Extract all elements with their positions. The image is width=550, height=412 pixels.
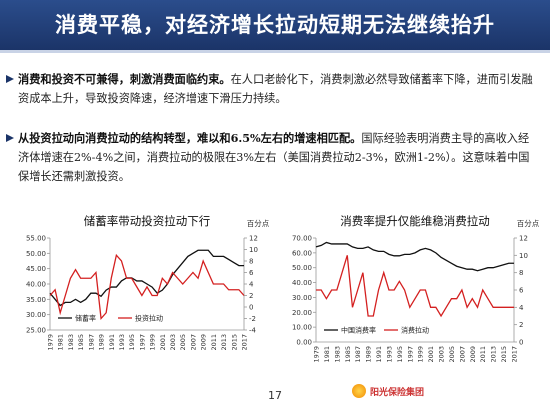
y2-axis-label: 百分点 <box>247 219 270 228</box>
y-tick-label: 70.00 <box>292 235 312 243</box>
logo-icon <box>352 384 366 398</box>
page-number: 17 <box>268 389 282 402</box>
x-tick-label: 1995 <box>128 334 136 351</box>
x-tick-label: 1981 <box>323 346 331 363</box>
y2-tick-label: 8 <box>249 258 253 266</box>
x-tick-label: 1987 <box>354 346 362 363</box>
x-tick-label: 2015 <box>230 334 238 351</box>
y-tick-label: 55.00 <box>26 235 46 243</box>
x-tick-label: 2017 <box>511 346 519 363</box>
legend-label: 中国消费率 <box>341 326 376 335</box>
legend-label: 消费拉动 <box>401 326 429 335</box>
bullet-text: 在人口老龄化下，消费刺激必然导致储蓄率下降，进而引发融资成本上升，导致投资降速，… <box>18 73 533 105</box>
y2-tick-label: 2 <box>249 292 253 300</box>
x-tick-label: 1987 <box>87 334 95 351</box>
x-tick-label: 1985 <box>77 334 85 351</box>
y2-tick-label: 10 <box>519 252 528 260</box>
chart-title: 消费率提升仅能维稳消费拉动 <box>340 214 490 228</box>
slide-title: 消费平稳，对经济增长拉动短期无法继续抬升 <box>55 12 495 37</box>
y-tick-label: 45.00 <box>26 265 46 273</box>
chart-title: 储蓄率带动投资拉动下行 <box>84 214 211 228</box>
x-tick-label: 2009 <box>200 334 208 351</box>
y2-tick-label: 6 <box>519 287 524 295</box>
x-tick-label: 1983 <box>67 334 75 351</box>
y-tick-label: 10.00 <box>292 324 312 332</box>
x-tick-label: 2001 <box>427 346 435 363</box>
x-tick-label: 2009 <box>469 346 477 363</box>
legend-label: 储蓄率 <box>75 314 96 323</box>
x-tick-label: 2015 <box>500 346 508 363</box>
x-tick-label: 1979 <box>47 334 55 351</box>
logo: 阳光保险集团 <box>370 388 425 398</box>
x-tick-label: 1993 <box>118 334 126 351</box>
y2-tick-label: 12 <box>249 235 258 243</box>
x-tick-label: 2003 <box>169 334 177 351</box>
x-tick-label: 2007 <box>458 346 466 363</box>
y-tick-label: 40.00 <box>292 279 312 287</box>
x-tick-label: 1999 <box>149 334 157 351</box>
y-tick-label: 50.00 <box>26 250 46 258</box>
y-tick-label: 30.00 <box>292 294 312 302</box>
y2-tick-label: 12 <box>519 235 528 243</box>
y-tick-label: 0.00 <box>296 339 312 347</box>
x-tick-label: 1997 <box>138 334 146 351</box>
y-tick-label: 35.00 <box>26 296 46 304</box>
x-tick-label: 1989 <box>98 334 106 351</box>
y-tick-label: 30.00 <box>26 311 46 319</box>
y-tick-label: 60.00 <box>292 249 312 257</box>
x-tick-label: 2005 <box>179 334 187 351</box>
bullet: 消费和投资不可兼得，刺激消费面临约束。在人口老龄化下，消费刺激必然导致储蓄率下降… <box>6 70 533 108</box>
y2-tick-label: 2 <box>519 321 523 329</box>
x-tick-label: 1995 <box>396 346 404 363</box>
x-tick-label: 1989 <box>365 346 373 363</box>
y2-tick-label: 4 <box>249 281 254 289</box>
series-line <box>49 249 244 307</box>
y2-tick-label: 0 <box>519 339 523 347</box>
y-tick-label: 50.00 <box>292 264 312 272</box>
y-tick-label: 25.00 <box>26 327 46 335</box>
y2-tick-label: 8 <box>519 269 523 277</box>
series-line <box>315 241 514 272</box>
y2-axis-label: 百分点 <box>517 219 540 228</box>
bullet-lead: 从投资拉动向消费拉动的结构转型，难以和6.5%左右的增速相匹配。 <box>18 131 362 145</box>
bullet-lead: 消费和投资不可兼得，刺激消费面临约束。 <box>18 72 231 86</box>
x-tick-label: 1979 <box>313 346 321 363</box>
x-tick-label: 1993 <box>385 346 393 363</box>
x-tick-label: 1991 <box>108 334 116 351</box>
legend-label: 投资拉动 <box>135 314 163 323</box>
x-tick-label: 2011 <box>479 346 487 363</box>
x-tick-label: 2001 <box>159 334 167 351</box>
x-tick-label: 2011 <box>210 334 218 351</box>
bullet: 从投资拉动向消费拉动的结构转型，难以和6.5%左右的增速相匹配。国际经验表明消费… <box>6 129 533 186</box>
x-tick-label: 2003 <box>438 346 446 363</box>
y2-tick-label: 10 <box>249 246 258 254</box>
x-tick-label: 1997 <box>406 346 414 363</box>
bullet-text: 国际经验表明消费主导的高收入经济体增速在2%-4%之间，消费拉动的极限在3%左右… <box>18 132 530 183</box>
x-tick-label: 2017 <box>241 334 249 351</box>
y2-tick-label: -2 <box>249 315 256 323</box>
series-line <box>316 255 514 318</box>
x-tick-label: 2005 <box>448 346 456 363</box>
y2-tick-label: 6 <box>249 269 254 277</box>
header-bar: 消费平稳，对经济增长拉动短期无法继续抬升 <box>0 0 550 53</box>
x-tick-label: 1991 <box>375 346 383 363</box>
y-tick-label: 20.00 <box>292 309 312 317</box>
x-tick-label: 2013 <box>220 334 228 351</box>
x-tick-label: 1983 <box>333 346 341 363</box>
y2-tick-label: 4 <box>519 304 524 312</box>
y2-tick-label: 0 <box>249 304 253 312</box>
x-tick-label: 2013 <box>490 346 498 363</box>
y-tick-label: 40.00 <box>26 281 46 289</box>
series-line <box>49 253 245 321</box>
x-tick-label: 1985 <box>344 346 352 363</box>
x-tick-label: 2007 <box>189 334 197 351</box>
x-tick-label: 1981 <box>57 334 65 351</box>
y2-tick-label: -4 <box>249 327 257 335</box>
x-tick-label: 1999 <box>417 346 425 363</box>
